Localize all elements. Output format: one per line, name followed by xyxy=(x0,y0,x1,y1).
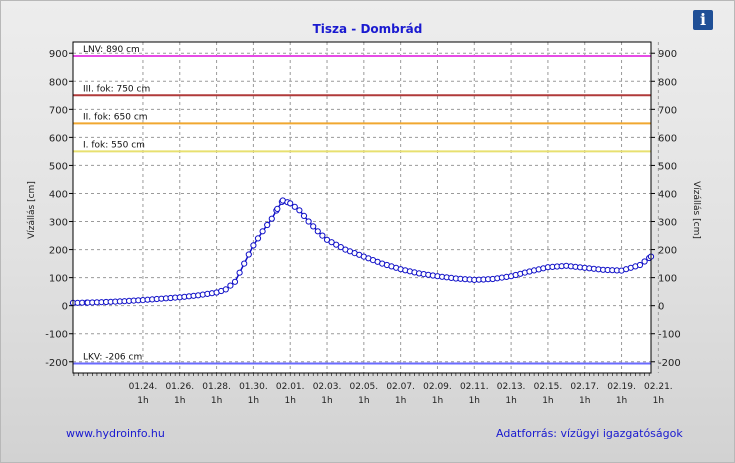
series-point xyxy=(314,228,321,235)
x-tick-label: 02.03. xyxy=(313,382,342,392)
x-tick-label: 01.24. xyxy=(129,382,158,392)
hydroinfo-link[interactable]: www.hydroinfo.hu xyxy=(66,427,165,440)
chart-title: Tisza - Dombrád xyxy=(312,22,423,36)
series-point xyxy=(300,212,308,219)
series-point xyxy=(305,218,312,225)
x-tick-label: 02.09. xyxy=(423,382,452,392)
x-tick-sublabel: 1h xyxy=(579,396,590,406)
y-axis-label-right: Vízállás [cm] xyxy=(691,181,701,239)
series-point xyxy=(222,286,229,293)
x-tick-label: 02.11. xyxy=(460,382,489,392)
y-tick-label-left: 100 xyxy=(49,274,68,285)
x-tick-sublabel: 1h xyxy=(616,396,627,406)
series-point xyxy=(328,239,335,246)
y-tick-label-left: 500 xyxy=(49,161,68,172)
y-tick-label-left: 300 xyxy=(49,218,68,229)
series-point xyxy=(245,251,252,258)
series-point xyxy=(241,260,248,267)
x-tick-label: 02.15. xyxy=(534,382,563,392)
reference-line-label: LNV: 890 cm xyxy=(83,45,140,55)
x-tick-sublabel: 1h xyxy=(542,396,553,406)
y-tick-label-left: 0 xyxy=(62,302,68,313)
x-tick-sublabel: 1h xyxy=(284,396,295,406)
x-tick-label: 02.13. xyxy=(497,382,526,392)
y-tick-label-left: 200 xyxy=(49,246,68,257)
series-point xyxy=(250,242,257,249)
reference-line-label: LKV: -206 cm xyxy=(83,352,142,362)
y-tick-label-left: -100 xyxy=(45,330,68,341)
y-tick-label-left: 600 xyxy=(49,133,68,144)
x-tick-sublabel: 1h xyxy=(395,396,406,406)
y-tick-label-right: 100 xyxy=(658,274,677,285)
x-tick-sublabel: 1h xyxy=(505,396,516,406)
reference-line-label: III. fok: 750 cm xyxy=(83,84,150,94)
x-tick-label: 01.28. xyxy=(202,382,231,392)
series-point xyxy=(287,200,294,207)
x-tick-label: 02.21. xyxy=(644,382,673,392)
y-tick-label-right: 900 xyxy=(658,49,677,60)
series-point xyxy=(296,207,303,214)
series-point xyxy=(264,221,271,229)
y-tick-label-right: 800 xyxy=(658,77,677,88)
series-water-level xyxy=(69,197,655,306)
y-tick-label-left: -200 xyxy=(45,358,68,369)
y-tick-label-right: -100 xyxy=(658,330,681,341)
series-point xyxy=(641,258,648,265)
y-tick-label-right: 600 xyxy=(658,133,677,144)
x-tick-label: 01.30. xyxy=(239,382,268,392)
x-tick-sublabel: 1h xyxy=(469,396,480,406)
reference-line-label: II. fok: 650 cm xyxy=(83,112,148,122)
series-point xyxy=(268,215,275,222)
y-tick-label-right: 700 xyxy=(658,105,677,116)
x-tick-sublabel: 1h xyxy=(174,396,185,406)
x-tick-sublabel: 1h xyxy=(248,396,259,406)
x-tick-label: 02.17. xyxy=(570,382,599,392)
series-point xyxy=(259,228,266,235)
x-tick-sublabel: 1h xyxy=(653,396,664,406)
x-tick-label: 02.05. xyxy=(350,382,379,392)
series-point xyxy=(227,282,234,289)
series-point xyxy=(636,261,644,269)
data-source-note: Adatforrás: vízügyi igazgatóságok xyxy=(496,427,683,440)
y-axis-label-left: Vízállás [cm] xyxy=(27,181,37,239)
y-tick-label-left: 900 xyxy=(49,49,68,60)
y-tick-label-right: 500 xyxy=(658,161,677,172)
alert-level-lines: LNV: 890 cm III. fok: 750 cm II. fok: 650 … xyxy=(73,45,651,365)
x-tick-sublabel: 1h xyxy=(358,396,369,406)
y-tick-label-left: 700 xyxy=(49,105,68,116)
series-point xyxy=(323,236,331,243)
grid-lines xyxy=(73,42,659,373)
series-point xyxy=(274,205,281,212)
x-tick-sublabel: 1h xyxy=(432,396,443,406)
series-point xyxy=(337,244,344,251)
y-tick-label-right: 400 xyxy=(658,189,677,200)
x-tick-label: 02.01. xyxy=(276,382,305,392)
x-tick-sublabel: 1h xyxy=(211,396,222,406)
plot-area xyxy=(73,42,651,373)
y-tick-label-right: -200 xyxy=(658,358,681,369)
series-point xyxy=(231,278,239,285)
series-point xyxy=(291,203,298,210)
reference-line-label: I. fok: 550 cm xyxy=(83,140,145,150)
y-tick-label-left: 800 xyxy=(49,77,68,88)
x-tick-label: 02.07. xyxy=(386,382,415,392)
x-tick-label: 02.19. xyxy=(607,382,636,392)
series-point xyxy=(310,223,317,230)
series-point xyxy=(236,269,243,276)
axes: -200 -200 -100 -100 0 0 100 100 200 200 300 300 400 4… xyxy=(45,41,681,406)
x-tick-sublabel: 1h xyxy=(137,396,148,406)
x-tick-label: 01.26. xyxy=(165,382,194,392)
y-tick-label-right: 200 xyxy=(658,246,677,257)
series-point xyxy=(254,235,262,242)
info-icon[interactable]: i xyxy=(693,10,713,30)
y-tick-label-right: 0 xyxy=(658,302,664,313)
y-tick-label-right: 300 xyxy=(658,218,677,229)
x-tick-sublabel: 1h xyxy=(321,396,332,406)
series-point xyxy=(333,241,340,248)
series-point xyxy=(319,232,326,239)
y-tick-label-left: 400 xyxy=(49,189,68,200)
plot-border xyxy=(72,41,652,374)
